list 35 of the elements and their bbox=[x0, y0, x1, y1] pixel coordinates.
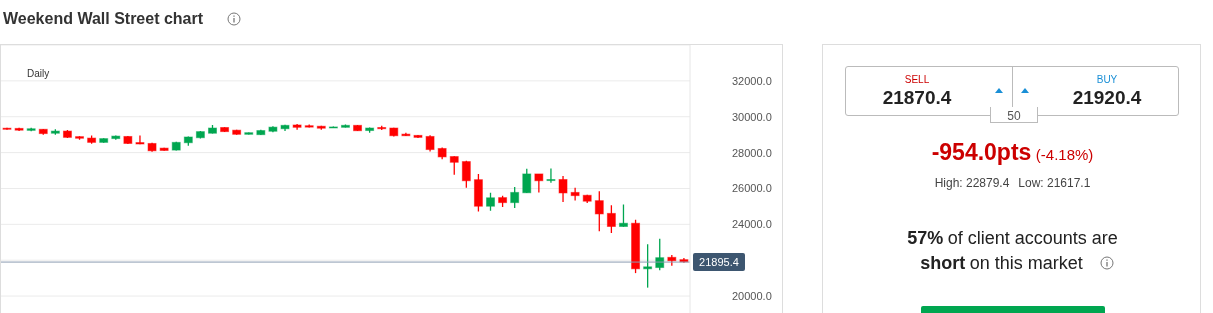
candlestick bbox=[594, 190, 604, 232]
text: short bbox=[920, 253, 966, 273]
text: -954.0pts bbox=[931, 139, 1032, 165]
text: on this market bbox=[969, 253, 1083, 273]
y-tick-label: 28000.0 bbox=[732, 146, 772, 159]
candlestick bbox=[570, 187, 580, 202]
text: 21920.4 bbox=[1072, 87, 1142, 108]
y-tick-label: 24000.0 bbox=[732, 218, 772, 231]
candlestick bbox=[461, 160, 471, 189]
text: (-4.18%) bbox=[1035, 146, 1094, 163]
candlestick bbox=[558, 175, 568, 203]
chart-title: Weekend Wall Street chart bbox=[3, 9, 204, 29]
candlestick bbox=[618, 203, 628, 228]
candlestick bbox=[510, 186, 520, 209]
y-tick-label: 30000.0 bbox=[732, 110, 772, 123]
candlestick bbox=[534, 173, 544, 194]
text: BUY bbox=[1096, 74, 1118, 85]
text: High: 22879.4 bbox=[934, 176, 1010, 190]
candlestick bbox=[546, 167, 556, 184]
text: of client accounts are bbox=[947, 228, 1118, 248]
text: SELL bbox=[904, 74, 930, 85]
candlestick bbox=[135, 134, 145, 145]
text: Low: 21617.1 bbox=[1018, 176, 1091, 190]
candlestick bbox=[606, 204, 616, 234]
text: 50 bbox=[1007, 109, 1021, 123]
ref-line-label: 21895.4 bbox=[699, 256, 739, 269]
y-tick-label: 20000.0 bbox=[732, 290, 772, 303]
y-tick-label: 32000.0 bbox=[732, 74, 772, 87]
candlestick bbox=[643, 243, 653, 289]
text: 21870.4 bbox=[882, 87, 952, 108]
candlestick bbox=[449, 155, 459, 176]
candlestick bbox=[522, 168, 532, 194]
text: 57% bbox=[907, 228, 944, 248]
y-tick-label: 26000.0 bbox=[732, 182, 772, 195]
annotation: Daily bbox=[21, 68, 56, 79]
